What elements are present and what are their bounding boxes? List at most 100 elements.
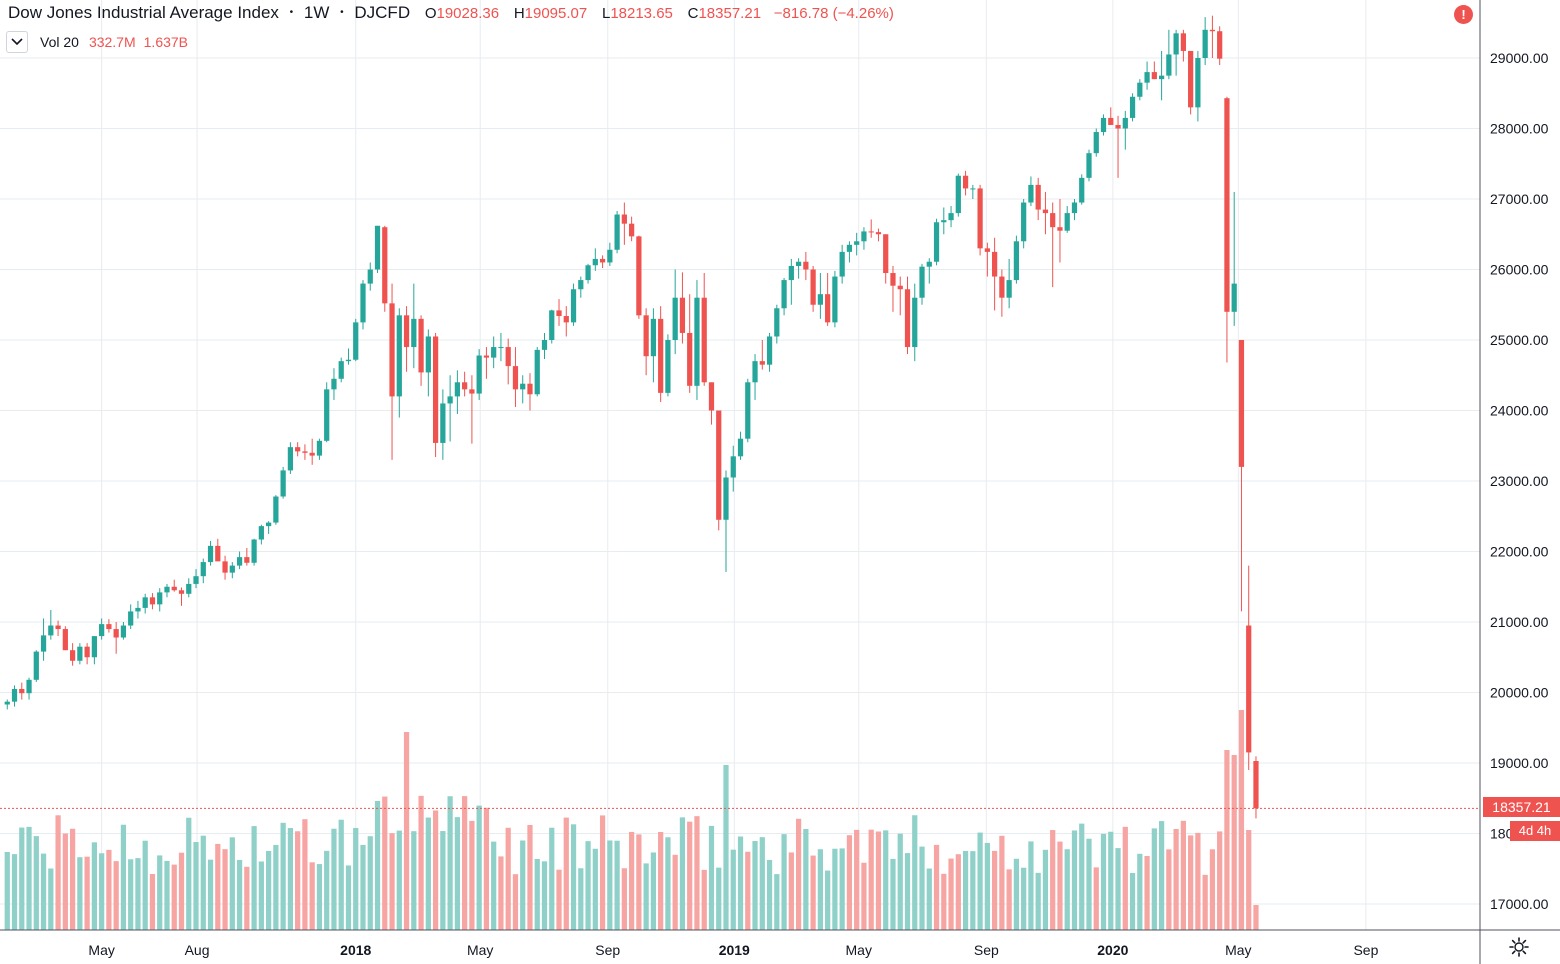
volume-bar	[1028, 841, 1034, 930]
candle-body	[149, 597, 156, 605]
candle-body	[578, 280, 584, 290]
candle-body	[861, 231, 867, 242]
legend-toggle-button[interactable]	[6, 31, 28, 53]
volume-bar	[403, 732, 410, 930]
volume-bar	[1195, 832, 1201, 930]
volume-bar	[476, 805, 482, 930]
volume-bar	[462, 796, 468, 930]
volume-bar	[273, 844, 279, 930]
candle-body	[875, 232, 882, 235]
candle-body	[84, 646, 90, 658]
candle-body	[273, 496, 279, 523]
volume-bar	[549, 827, 555, 930]
volume-bar	[875, 831, 882, 930]
candle-body	[599, 258, 606, 263]
volume-bar	[585, 841, 591, 930]
volume-bar	[1173, 828, 1179, 930]
candle-body	[679, 297, 686, 333]
volume-bar	[890, 858, 896, 930]
volume-bar	[1166, 849, 1172, 930]
volume-bar	[128, 859, 134, 930]
volume-bar	[1224, 750, 1230, 930]
volume-bar	[774, 874, 780, 930]
candle-body	[1108, 117, 1114, 125]
candle-body	[19, 688, 25, 694]
volume-bar	[614, 840, 620, 930]
volume-bar	[948, 858, 954, 930]
candle-body	[367, 269, 373, 284]
volume-bar	[498, 856, 504, 930]
candle-body	[970, 188, 976, 190]
candle-body	[91, 636, 97, 658]
interval-label[interactable]: 1W	[303, 3, 330, 22]
volume-bar	[164, 860, 170, 930]
volume-bar	[149, 873, 156, 930]
volume-bar	[324, 850, 330, 930]
volume-bar	[1042, 849, 1049, 930]
volume-bar	[643, 863, 649, 930]
candle-body	[1086, 153, 1092, 178]
gear-icon[interactable]	[1508, 936, 1530, 958]
x-tick-label: Sep	[1353, 942, 1378, 958]
candle-body	[483, 355, 490, 358]
candle-body	[40, 635, 47, 652]
candle-body	[236, 557, 243, 566]
volume-bar	[1217, 831, 1223, 930]
volume-bar	[244, 866, 250, 930]
volume-bar	[955, 854, 961, 930]
volume-bar	[171, 864, 177, 930]
volume-bar	[1108, 831, 1114, 930]
candle-body	[933, 222, 940, 262]
candle-body	[549, 310, 555, 340]
candle-body	[614, 214, 620, 250]
volume-bar	[578, 868, 584, 930]
candle-body	[1035, 184, 1041, 210]
volume-bar	[919, 846, 925, 930]
candle-body	[687, 332, 693, 386]
volume-bar	[295, 831, 301, 930]
volume-bar	[795, 818, 802, 930]
candle-body	[795, 261, 802, 266]
candle-body	[251, 539, 257, 563]
volume-bar	[781, 834, 787, 930]
volume-bar	[832, 848, 838, 930]
alert-icon[interactable]: !	[1454, 5, 1473, 24]
volume-bar	[440, 831, 446, 930]
candle-body	[113, 629, 119, 638]
candle-body	[1253, 761, 1259, 809]
candlesticks	[4, 15, 1259, 819]
exchange-label: DJCFD	[354, 3, 411, 22]
candle-body	[999, 276, 1005, 298]
candle-body	[324, 389, 330, 441]
volume-indicator-name[interactable]: Vol 20	[40, 34, 79, 50]
candle-body	[788, 265, 794, 281]
candle-body	[171, 586, 177, 591]
candle-body	[106, 624, 112, 630]
candle-body	[1217, 31, 1223, 59]
volume-bar	[817, 849, 823, 930]
candle-body	[745, 382, 751, 439]
volume-bar	[1064, 849, 1070, 930]
volume-bar	[1057, 841, 1063, 930]
volume-bar	[933, 844, 940, 930]
volume-bar	[316, 864, 323, 930]
x-tick-label: May	[88, 942, 114, 958]
candle-body	[541, 340, 548, 350]
volume-bar	[977, 832, 983, 930]
volume-bar	[897, 833, 903, 930]
volume-bar	[411, 831, 417, 930]
candle-body	[781, 280, 787, 309]
low-value: 18213.65	[610, 5, 673, 22]
candle-body	[33, 651, 39, 680]
candle-body	[164, 586, 170, 593]
volume-bar	[825, 870, 831, 930]
candle-body	[142, 597, 148, 608]
candle-body	[883, 234, 889, 274]
candle-body	[1209, 29, 1216, 32]
volume-bar	[382, 796, 388, 930]
symbol-title[interactable]: Dow Jones Industrial Average Index	[8, 3, 279, 22]
candle-body	[207, 545, 214, 563]
volume-bar	[1202, 874, 1208, 930]
